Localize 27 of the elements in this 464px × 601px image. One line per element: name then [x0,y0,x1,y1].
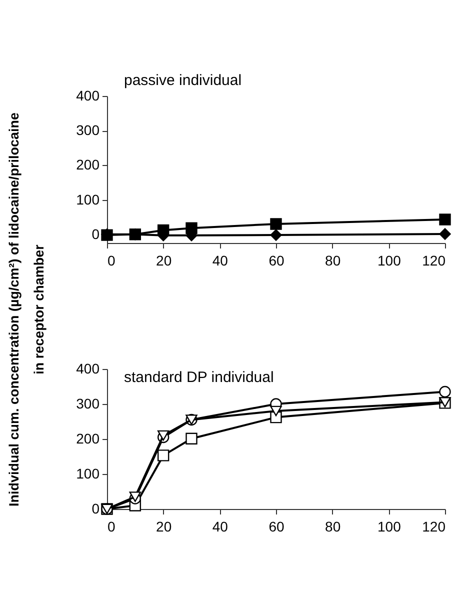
y-tick-label: 400 [76,88,100,104]
y-tick-label: 0 [92,226,100,242]
y-tick-label: 300 [76,122,100,138]
x-tick-label: 100 [377,252,402,268]
chart-title: standard DP individual [124,369,274,386]
x-tick-label: 80 [325,518,341,534]
x-tick-label: 100 [377,518,402,534]
x-tick-label: 20 [156,252,172,268]
chart-title: passive individual [124,72,242,89]
x-tick-label: 0 [108,518,116,534]
y-tick-label: 200 [76,156,100,173]
x-tick-label: 20 [156,518,172,534]
x-tick-label: 40 [212,252,228,268]
y-axis-title: Inidvidual cum. concentration (µg/cm²) of lidocaine/prilocaine in receptor chamber [6,112,46,507]
y-tick-label: 200 [76,430,100,446]
y-tick-label: 400 [76,360,100,376]
x-tick-label: 80 [325,252,341,268]
x-tick-label: 40 [212,518,228,534]
y-tick-label: 100 [76,466,100,482]
x-tick-label: 60 [268,518,284,534]
x-tick-label: 120 [422,518,446,534]
y-tick-label: 0 [92,500,100,516]
y-tick-label: 100 [76,191,100,208]
x-tick-label: 60 [268,252,284,268]
x-tick-label: 0 [108,252,116,268]
y-tick-label: 300 [76,396,100,412]
x-tick-label: 120 [422,252,446,268]
